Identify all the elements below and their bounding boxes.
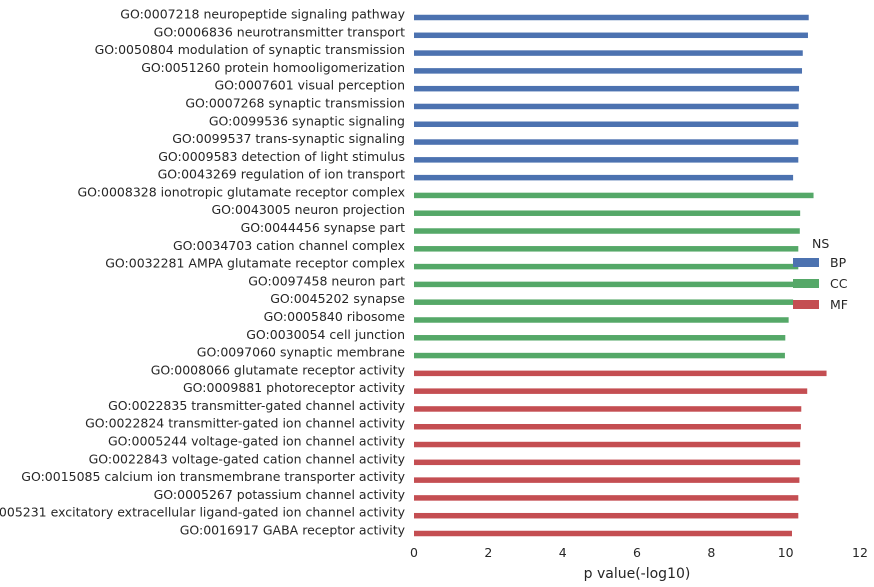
bar <box>414 263 799 270</box>
x-tick-label: 4 <box>559 545 567 560</box>
category-label: GO:0050804 modulation of synaptic transm… <box>95 42 405 57</box>
category-label: GO:0097060 synaptic membrane <box>197 345 406 360</box>
category-label: GO:0007268 synaptic transmission <box>185 95 405 110</box>
legend-label: MF <box>830 297 848 312</box>
x-tick-label: 12 <box>852 545 868 560</box>
category-label: GO:0007601 visual perception <box>214 78 405 93</box>
bar <box>414 352 785 359</box>
category-label: GO:0032281 AMPA glutamate receptor compl… <box>105 256 405 271</box>
x-axis-ticks-group: 0 2 4 6 8 10 12 <box>410 545 868 560</box>
x-tick-label: 10 <box>778 545 794 560</box>
category-label: GO:0008066 glutamate receptor activity <box>151 362 406 377</box>
bar <box>414 441 801 448</box>
category-label: GO:0008328 ionotropic glutamate receptor… <box>78 184 406 199</box>
bar <box>414 14 809 21</box>
bar <box>414 388 808 394</box>
bar <box>414 228 800 234</box>
category-label: GO:0099536 synaptic signaling <box>209 113 405 128</box>
bar <box>414 121 799 128</box>
category-label: GO:0015085 calcium ion transmembrane tra… <box>21 469 405 484</box>
bar <box>414 370 827 377</box>
bar <box>414 139 799 145</box>
bar <box>414 299 794 305</box>
bar <box>414 210 801 216</box>
bar <box>414 317 789 323</box>
category-labels-group: GO:0007218 neuropeptide signaling pathwa… <box>0 7 406 538</box>
bar <box>414 174 794 181</box>
legend-swatch <box>793 258 819 267</box>
category-label: GO:0099537 trans-synaptic signaling <box>172 131 405 146</box>
bar <box>414 423 801 430</box>
bar <box>414 406 802 412</box>
bar <box>414 459 801 466</box>
bar <box>414 103 799 110</box>
category-label: GO:0005231 excitatory extracellular liga… <box>0 505 406 520</box>
category-label: GO:0022835 transmitter-gated channel act… <box>108 398 405 413</box>
bar <box>414 281 797 288</box>
legend: NS BP CC MF <box>793 236 848 312</box>
bar <box>414 477 800 483</box>
legend-label: CC <box>830 276 848 291</box>
x-tick-label: 8 <box>707 545 715 560</box>
bar <box>414 68 803 74</box>
bar <box>414 495 799 501</box>
x-axis-title: p value(-log10) <box>584 566 691 582</box>
bar <box>414 335 786 341</box>
bars-group <box>414 14 827 537</box>
category-label: GO:0030054 cell junction <box>246 327 405 342</box>
legend-title: NS <box>812 236 829 251</box>
x-tick-label: 2 <box>484 545 492 560</box>
legend-label: BP <box>830 255 847 270</box>
category-label: GO:0009881 photoreceptor activity <box>183 380 406 395</box>
legend-swatch <box>793 279 819 288</box>
bar <box>414 246 799 252</box>
bar <box>414 50 803 56</box>
category-label: GO:0034703 cation channel complex <box>173 238 405 253</box>
x-tick-label: 0 <box>410 545 418 560</box>
legend-swatch <box>793 300 819 309</box>
category-label: GO:0022824 transmitter-gated ion channel… <box>85 416 406 431</box>
category-label: GO:0005840 ribosome <box>264 309 406 324</box>
category-label: GO:0005244 voltage-gated ion channel act… <box>108 434 406 449</box>
category-label: GO:0043005 neuron projection <box>211 202 405 217</box>
category-label: GO:0097458 neuron part <box>248 273 405 288</box>
category-label: GO:0043269 regulation of ion transport <box>158 167 406 182</box>
category-label: GO:0005267 potassium channel activity <box>154 487 406 502</box>
category-label: GO:0022843 voltage-gated cation channel … <box>89 451 406 466</box>
bar <box>414 512 799 519</box>
x-tick-label: 6 <box>633 545 641 560</box>
bar <box>414 192 814 199</box>
category-label: GO:0051260 protein homooligomerization <box>141 60 405 75</box>
category-label: GO:0045202 synapse <box>270 291 405 306</box>
legend-entries-group: BP CC MF <box>793 255 848 312</box>
bar <box>414 32 808 39</box>
category-label: GO:0009583 detection of light stimulus <box>158 149 405 164</box>
category-label: GO:0044456 synapse part <box>241 220 405 235</box>
category-label: GO:0016917 GABA receptor activity <box>180 523 406 538</box>
bar <box>414 85 800 92</box>
bar <box>414 530 792 537</box>
category-label: GO:0007218 neuropeptide signaling pathwa… <box>120 7 405 22</box>
category-label: GO:0006836 neurotransmitter transport <box>154 24 405 39</box>
bar <box>414 157 799 163</box>
